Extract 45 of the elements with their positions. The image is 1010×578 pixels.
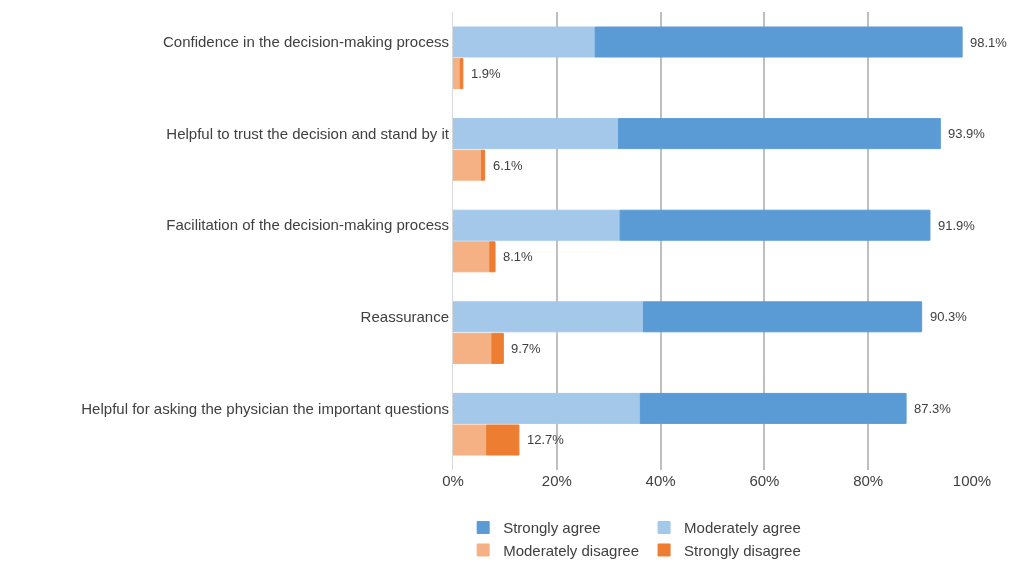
bar (453, 241, 491, 273)
legend-label: Moderately agree (684, 519, 801, 537)
total-label: 9.7% (511, 341, 542, 356)
legend-label: Strongly agree (503, 519, 601, 537)
bar (453, 209, 621, 241)
bar (642, 301, 923, 333)
y-tick-label: Confidence in the decision-making process (163, 33, 449, 51)
x-tick-label: 0% (442, 472, 464, 489)
bar (639, 392, 907, 424)
x-tick-label: 100% (952, 472, 992, 489)
bar (453, 392, 641, 424)
total-label: 8.1% (503, 249, 534, 264)
bar (459, 58, 464, 90)
bar (481, 149, 486, 181)
total-label: 6.1% (493, 158, 524, 173)
x-tick-label: 40% (645, 472, 676, 489)
total-label: 12.7% (527, 432, 565, 447)
bar (453, 58, 461, 90)
y-tick-label: Helpful for asking the physician the important questions (81, 399, 449, 417)
total-label: 87.3% (914, 401, 952, 416)
x-tick-label: 20% (541, 472, 572, 489)
bar (453, 424, 488, 456)
bar (489, 241, 496, 273)
legend-label: Strongly disagree (684, 541, 801, 559)
bar (453, 118, 620, 150)
total-label: 91.9% (938, 218, 976, 233)
bar (594, 26, 963, 58)
x-tick-label: 80% (853, 472, 884, 489)
total-label: 98.1% (970, 35, 1008, 50)
bar (453, 301, 644, 333)
bar (453, 26, 596, 58)
total-label: 1.9% (471, 66, 502, 81)
y-tick-label: Helpful to trust the decision and stand by it (166, 124, 450, 142)
x-tick-label: 60% (749, 472, 780, 489)
legend-label: Moderately disagree (503, 541, 640, 559)
bar (618, 118, 941, 150)
total-label: 93.9% (948, 126, 986, 141)
bar (619, 209, 931, 241)
y-tick-label: Reassurance (360, 308, 449, 326)
y-tick-label: Facilitation of the decision-making process (166, 216, 449, 234)
bar (491, 332, 504, 364)
bar (453, 149, 483, 181)
bar (453, 332, 493, 364)
bar (486, 424, 520, 456)
total-label: 90.3% (930, 309, 968, 324)
